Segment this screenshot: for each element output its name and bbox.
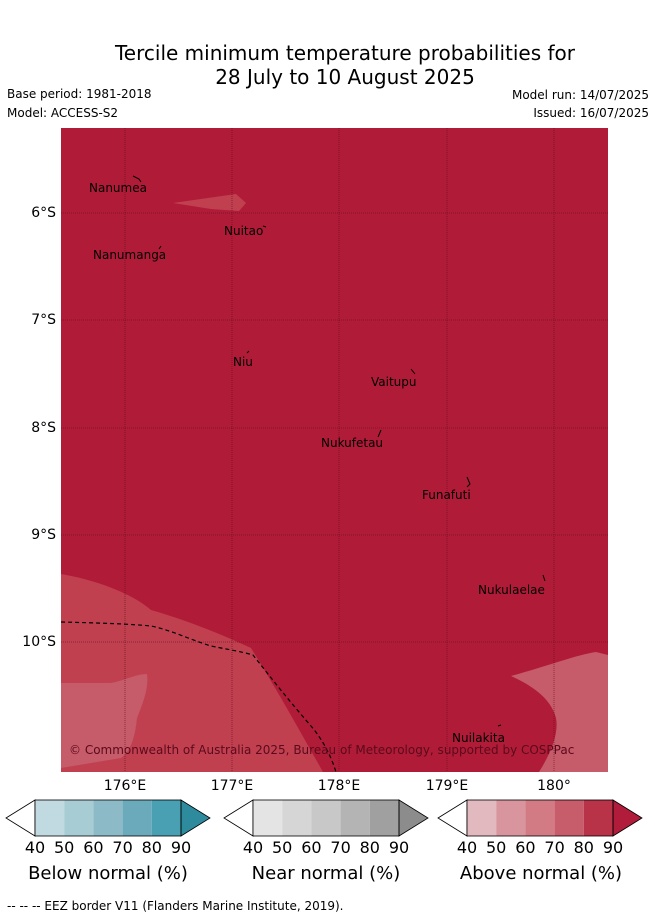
colorbar-tick-label: 40: [24, 838, 46, 857]
colorbar-segment: [467, 800, 497, 836]
lat-label-7s: 7°S: [31, 312, 56, 328]
lat-label-10s: 10°S: [22, 634, 56, 650]
copyright-text: © Commonwealth of Australia 2025, Bureau…: [69, 743, 574, 757]
colorbar-segment: [311, 800, 341, 836]
lon-label-179e: 179°E: [425, 778, 469, 794]
colorbar-tick-label: 50: [486, 838, 507, 857]
model-run-label: Model run: 14/07/2025: [511, 88, 649, 102]
probability-map: Nanumea Nuitao Nanumanga Niu Vaitupu Nuk…: [61, 128, 608, 772]
colorbar-segment: [525, 800, 555, 836]
colorbar-tick-label: 70: [544, 838, 565, 857]
colorbar-tick-label: 40: [456, 838, 478, 857]
colorbar-outline: [34, 799, 182, 837]
colorbar-segment: [340, 800, 370, 836]
colorbar-over-triangle: [612, 799, 643, 837]
colorbar-near-normal: [223, 799, 429, 837]
colorbar-under-triangle: [223, 799, 254, 837]
map-light-patch-top: [173, 194, 246, 211]
colorbar-segment: [583, 800, 613, 836]
island-label-nukufetau: Nukufetau: [321, 436, 383, 450]
colorbar-segment: [122, 800, 152, 836]
colorbar-title-above-normal: Above normal (%): [459, 863, 623, 884]
colorbar-tick-label: 90: [170, 838, 192, 857]
colorbar-tick-label: 70: [112, 838, 133, 857]
colorbar-segment: [35, 800, 65, 836]
island-outlines: [132, 175, 546, 727]
colorbar-segment: [369, 800, 399, 836]
colorbar-tick-label: 60: [83, 838, 104, 857]
colorbar-tick-label: 80: [359, 838, 380, 857]
colorbar-over-triangle: [180, 799, 211, 837]
colorbar-segment: [282, 800, 312, 836]
lon-label-177e: 177°E: [210, 778, 254, 794]
lon-label-180: 180°: [537, 778, 571, 794]
lat-label-8s: 8°S: [31, 420, 56, 436]
colorbar-outline: [466, 799, 614, 837]
colorbar-title-below-normal: Below normal (%): [28, 863, 188, 884]
colorbar-under-triangle: [437, 799, 468, 837]
colorbar-under-triangle: [5, 799, 36, 837]
colorbar-tick-label: 90: [602, 838, 624, 857]
chart-title-line1: Tercile minimum temperature probabilitie…: [114, 41, 576, 65]
colorbar-tick-label: 90: [388, 838, 410, 857]
issued-label: Issued: 16/07/2025: [533, 106, 649, 120]
colorbar-tick-label: 70: [330, 838, 351, 857]
eez-border: [61, 621, 337, 772]
island-label-vaitupu: Vaitupu: [371, 375, 417, 389]
base-period-label: Base period: 1981-2018: [7, 87, 152, 101]
colorbar-tick-label: 80: [141, 838, 162, 857]
island-label-nuilakita: Nuilakita: [452, 731, 505, 745]
chart-title-line2: 28 July to 10 August 2025: [215, 65, 475, 89]
island-label-nanumanga: Nanumanga: [93, 248, 166, 262]
map-lighter-patch-southwest: [61, 674, 148, 768]
colorbar-segment: [554, 800, 584, 836]
colorbar-outline: [252, 799, 400, 837]
island-label-nanumea: Nanumea: [89, 181, 147, 195]
colorbar-title-near-normal: Near normal (%): [251, 863, 401, 884]
island-label-funafuti: Funafuti: [422, 488, 471, 502]
map-light-region-southeast: [511, 652, 608, 772]
colorbar-segment: [64, 800, 94, 836]
lon-label-178e: 178°E: [317, 778, 361, 794]
colorbar-tick-label: 50: [272, 838, 293, 857]
colorbar-tick-label: 60: [515, 838, 536, 857]
colorbar-below-normal: [5, 799, 211, 837]
colorbar-tick-label: 50: [54, 838, 75, 857]
colorbar-segment: [93, 800, 123, 836]
model-label: Model: ACCESS-S2: [7, 106, 119, 120]
colorbar-segment: [253, 800, 283, 836]
colorbar-segment: [151, 800, 181, 836]
colorbar-segment: [496, 800, 526, 836]
eez-footnote: -- -- -- EEZ border V11 (Flanders Marine…: [7, 899, 344, 913]
island-label-niu: Niu: [233, 355, 253, 369]
gridlines: [61, 128, 608, 772]
lon-label-176e: 176°E: [103, 778, 147, 794]
island-label-nuitao: Nuitao: [224, 224, 263, 238]
colorbar-above-normal: [437, 799, 643, 837]
colorbar-tick-label: 40: [242, 838, 264, 857]
lat-label-6s: 6°S: [31, 205, 56, 221]
island-label-nukulaelae: Nukulaelae: [478, 583, 545, 597]
colorbar-tick-label: 60: [301, 838, 322, 857]
colorbar-tick-label: 80: [573, 838, 594, 857]
lat-label-9s: 9°S: [31, 527, 56, 543]
colorbar-over-triangle: [398, 799, 429, 837]
